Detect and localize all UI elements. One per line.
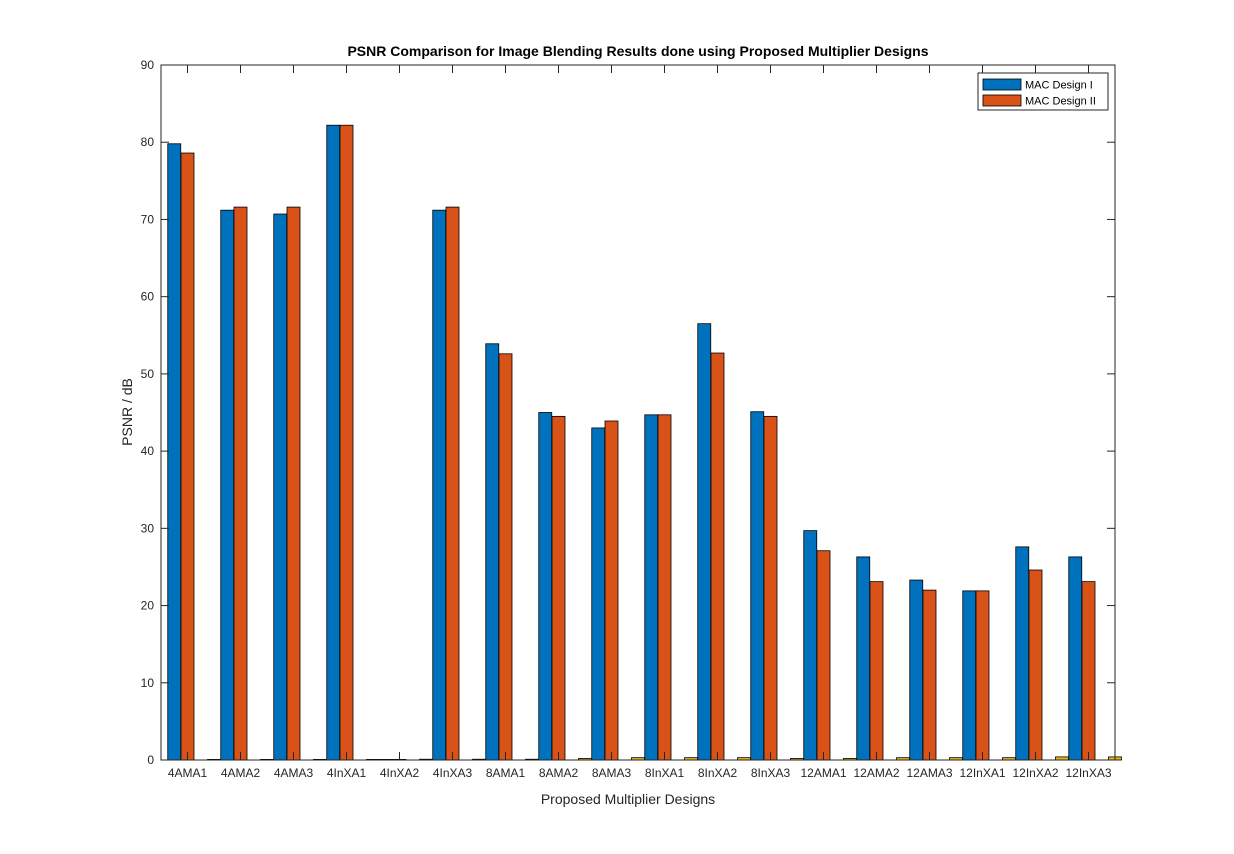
bar-series2-8AMA1 [498, 353, 513, 761]
bar-series2-8InXA3 [763, 415, 778, 761]
bar-series1-8AMA1 [485, 343, 500, 761]
bar-series2-12InXA1 [975, 590, 990, 761]
bar-series1-12InXA2 [1015, 546, 1030, 761]
x-tick-label: 8AMA1 [486, 766, 526, 780]
y-tick-label: 90 [141, 58, 155, 72]
chart-title: PSNR Comparison for Image Blending Resul… [347, 43, 928, 59]
x-tick-label: 12AMA2 [853, 766, 899, 780]
y-tick-label: 10 [141, 676, 155, 690]
y-tick-label: 0 [147, 753, 154, 767]
x-tick-label: 12AMA1 [800, 766, 846, 780]
bar-series1-12AMA3 [909, 579, 924, 761]
x-tick-label: 8AMA3 [592, 766, 632, 780]
bar-series1-12InXA3 [1068, 556, 1083, 761]
x-tick-label: 4AMA2 [221, 766, 261, 780]
bar-series2-4InXA1 [339, 124, 354, 761]
x-tick-label: 12AMA3 [906, 766, 952, 780]
ticks-layer: 0 10 20 30 40 50 60 70 80 90 4AMA1 4AMA2 4AMA3 4InXA1… [141, 58, 1115, 780]
bar-series1-8InXA1 [644, 414, 659, 761]
legend-swatch-mac-design-i [982, 78, 1022, 91]
y-tick-label: 30 [141, 521, 155, 535]
legend-label-mac-design-i: MAC Design I [1025, 80, 1093, 92]
bar-series2-8AMA2 [551, 415, 566, 761]
bar-series2-8InXA2 [710, 352, 725, 761]
y-axis-label: PSNR / dB [119, 378, 135, 446]
bar-series2-4AMA2 [233, 206, 248, 761]
bar-series1-12InXA1 [962, 590, 977, 761]
x-tick-label: 4InXA2 [380, 766, 420, 780]
bar-series2-12InXA3 [1081, 581, 1096, 761]
bar-series1-8InXA3 [750, 411, 765, 761]
bar-series2-8InXA1 [657, 414, 672, 761]
bar-series2-8AMA3 [604, 420, 619, 761]
x-tick-label: 4InXA1 [327, 766, 367, 780]
bar-series2-12InXA2 [1028, 569, 1043, 761]
x-tick-label: 8AMA2 [539, 766, 579, 780]
x-tick-label: 8InXA1 [645, 766, 685, 780]
x-tick-label: 12InXA2 [1012, 766, 1058, 780]
bar-series1-12AMA1 [803, 530, 818, 761]
bar-series1-4AMA3 [273, 213, 288, 761]
y-tick-label: 80 [141, 135, 155, 149]
legend: MAC Design I MAC Design II [977, 72, 1109, 111]
bar-series2-4InXA3 [445, 206, 460, 761]
bar-series1-4InXA3 [432, 209, 447, 761]
bar-series2-12AMA1 [816, 550, 831, 761]
x-tick-label: 12InXA1 [959, 766, 1005, 780]
bar-series2-4AMA3 [286, 206, 301, 761]
bar-series1-8AMA3 [591, 427, 606, 761]
x-tick-label: 8InXA2 [698, 766, 738, 780]
y-tick-label: 20 [141, 599, 155, 613]
bar-series1-4InXA1 [326, 124, 341, 761]
bar-series1-12AMA2 [856, 556, 871, 761]
bar-series2-12AMA2 [869, 581, 884, 761]
bar-series2-12AMA3 [922, 589, 937, 761]
legend-label-mac-design-ii: MAC Design II [1025, 96, 1096, 108]
x-tick-label: 8InXA3 [751, 766, 791, 780]
bar-series1-4AMA2 [220, 209, 235, 761]
bar-series1-8AMA2 [538, 412, 553, 761]
bar-series1-4AMA1 [167, 143, 182, 761]
bars-layer [167, 124, 1122, 761]
x-tick-label: 4AMA3 [274, 766, 314, 780]
bar-series1-8InXA2 [697, 323, 712, 761]
x-tick-label: 12InXA3 [1065, 766, 1111, 780]
y-tick-label: 70 [141, 212, 155, 226]
x-tick-label: 4InXA3 [433, 766, 473, 780]
legend-swatch-mac-design-ii [982, 94, 1022, 107]
bar-series2-4AMA1 [180, 152, 195, 761]
x-tick-label: 4AMA1 [168, 766, 208, 780]
y-tick-label: 40 [141, 444, 155, 458]
y-tick-label: 50 [141, 367, 155, 381]
axes-box [160, 64, 1116, 761]
y-tick-label: 60 [141, 290, 155, 304]
x-axis-label: Proposed Multiplier Designs [541, 791, 715, 807]
